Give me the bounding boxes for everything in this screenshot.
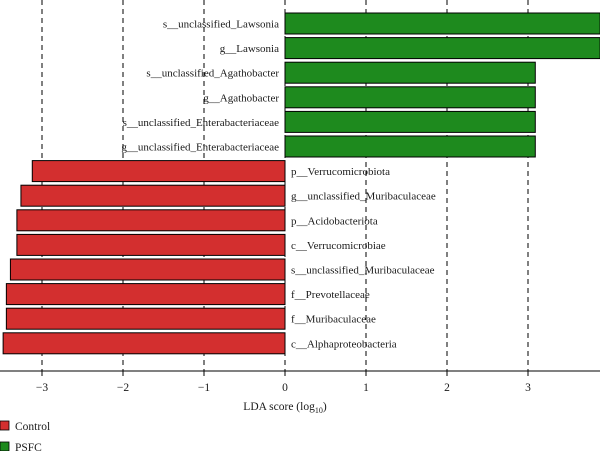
x-axis-title: LDA score (log10): [243, 401, 327, 415]
bar: [284, 12, 600, 35]
bar: [284, 110, 536, 133]
bar: [9, 258, 286, 281]
legend-label: PSFC: [15, 442, 42, 451]
bar-label: p__Verrucomicrobiota: [291, 166, 390, 178]
bar-label: s__unclassified_Agathobacter: [146, 68, 279, 80]
x-tick-label: 3: [525, 382, 531, 394]
bar: [20, 184, 286, 207]
bar-label: g__unclassified_Enterabacteriaceae: [121, 142, 279, 154]
bar: [16, 209, 286, 232]
x-tick-label: 0: [282, 382, 288, 394]
bar-label: s__unclassified_Lawsonia: [163, 19, 279, 31]
bar-label: s__unclassified_Enterabacteriaceae: [123, 117, 279, 129]
x-tick-label: −3: [36, 382, 48, 394]
x-tick-label: 2: [444, 382, 450, 394]
bar-label: f__Muribaculaceae: [291, 314, 376, 326]
bar: [284, 37, 600, 60]
bar: [5, 307, 286, 330]
bar-label: g__unclassified_Muribaculaceae: [291, 191, 436, 203]
labels-layer: s__unclassified_Lawsonia g__Lawsonia s__un…: [121, 19, 435, 351]
bar-label: g__Agathobacter: [203, 92, 279, 104]
bar: [284, 61, 536, 84]
legend-swatch: [0, 441, 10, 451]
bar-label: g__Lawsonia: [220, 43, 279, 55]
bar: [2, 332, 286, 355]
bar: [284, 86, 536, 109]
x-tick-label: −2: [117, 382, 129, 394]
legend: Control PSFC: [0, 420, 50, 451]
bar: [16, 233, 286, 256]
bar: [5, 283, 286, 306]
legend-swatch: [0, 420, 10, 431]
bar-label: c__Alphaproteobacteria: [291, 338, 397, 350]
legend-label: Control: [15, 421, 50, 433]
bar: [31, 160, 286, 183]
bar-label: c__Verrucomicrobiae: [291, 240, 386, 252]
bar: [284, 135, 536, 158]
bars-layer: [2, 12, 600, 355]
x-tick-label: 1: [363, 382, 369, 394]
x-axis-ticks: −3 −2 −1 0 1 2 3: [36, 371, 531, 394]
bar-label: s__unclassified_Muribaculaceae: [291, 265, 435, 277]
x-tick-label: −1: [198, 382, 210, 394]
bar-label: f__Prevotellaceae: [291, 289, 370, 301]
bar-label: p__Acidobacteriota: [291, 215, 378, 227]
